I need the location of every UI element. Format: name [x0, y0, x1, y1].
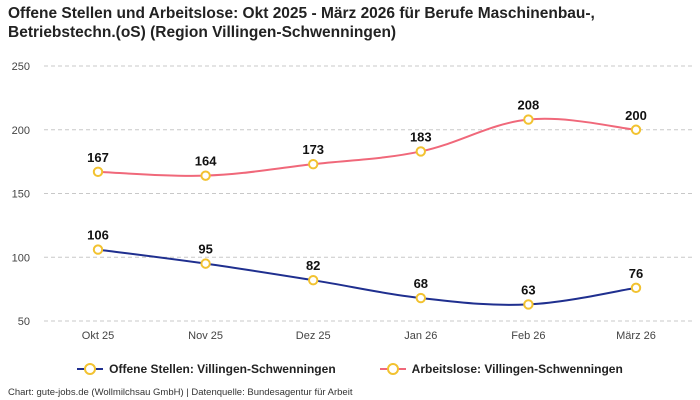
y-tick-label: 100	[12, 252, 30, 264]
data-point-offene-stellen	[200, 258, 211, 269]
legend-item-offene-stellen[interactable]: Offene Stellen: Villingen-Schwenningen	[77, 362, 336, 376]
data-point-arbeitslose	[630, 124, 642, 135]
chart-title: Offene Stellen und Arbeitslose: Okt 2025…	[8, 5, 595, 41]
data-label-arbeitslose: 208	[518, 98, 540, 113]
data-label-arbeitslose: 164	[195, 154, 217, 169]
legend-label-offene-stellen: Offene Stellen: Villingen-Schwenningen	[109, 362, 336, 376]
y-tick-label: 150	[12, 189, 30, 201]
data-label-offene-stellen: 82	[306, 258, 320, 273]
data-label-arbeitslose: 183	[410, 129, 432, 144]
data-point-arbeitslose	[415, 146, 426, 157]
source-footer: Chart: gute-jobs.de (Wollmilchsau GmbH) …	[8, 387, 353, 398]
x-tick-label: Jan 26	[404, 330, 437, 342]
data-point-arbeitslose	[523, 114, 534, 125]
legend: Offene Stellen: Villingen-Schwenningen A…	[0, 362, 700, 376]
x-tick-label: März 26	[616, 330, 656, 342]
data-point-offene-stellen	[92, 244, 104, 255]
data-label-offene-stellen: 106	[87, 228, 109, 243]
data-label-offene-stellen: 95	[198, 242, 212, 257]
data-point-offene-stellen	[523, 299, 534, 310]
series-line-arbeitslose	[97, 117, 637, 177]
x-tick-label: Nov 25	[188, 330, 223, 342]
y-tick-label: 250	[12, 61, 30, 73]
x-tick-label: Dez 25	[296, 330, 331, 342]
series-line-offene-stellen	[97, 248, 637, 306]
legend-marker-offene-stellen	[77, 363, 104, 375]
data-label-arbeitslose: 173	[302, 142, 324, 157]
data-label-offene-stellen: 68	[414, 276, 428, 291]
data-point-offene-stellen	[308, 275, 319, 286]
data-point-offene-stellen	[630, 282, 642, 294]
data-point-arbeitslose	[92, 166, 104, 178]
y-tick-label: 200	[12, 125, 30, 137]
data-point-arbeitslose	[308, 158, 319, 170]
data-label-arbeitslose: 167	[87, 150, 109, 165]
x-tick-label: Okt 25	[82, 330, 114, 342]
data-point-arbeitslose	[200, 170, 211, 181]
legend-label-arbeitslose: Arbeitslose: Villingen-Schwenningen	[411, 362, 623, 376]
x-tick-label: Feb 26	[511, 330, 545, 342]
legend-item-arbeitslose[interactable]: Arbeitslose: Villingen-Schwenningen	[379, 362, 623, 376]
y-tick-label: 50	[18, 316, 30, 328]
data-label-offene-stellen: 63	[521, 282, 535, 297]
legend-marker-arbeitslose	[379, 363, 406, 375]
data-label-arbeitslose: 200	[625, 108, 647, 123]
data-label-offene-stellen: 76	[629, 266, 643, 281]
data-point-offene-stellen	[415, 292, 426, 304]
